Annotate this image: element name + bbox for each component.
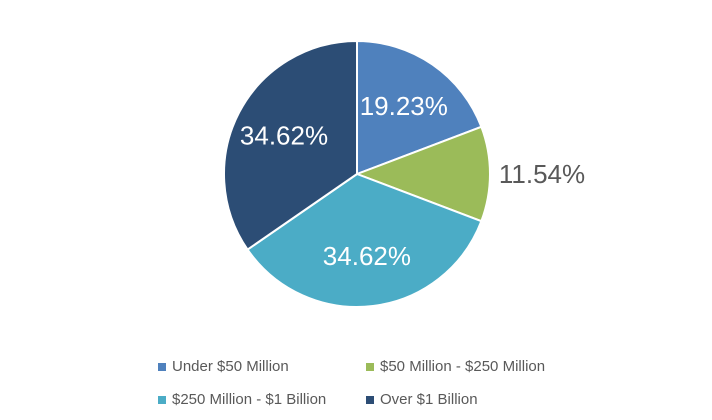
legend-swatch	[158, 362, 166, 371]
legend-label: $50 Million - $250 Million	[380, 358, 546, 375]
legend-item-under-50m: Under $50 Million	[158, 358, 366, 375]
legend-label: $250 Million - $1 Billion	[172, 391, 327, 408]
pie-slice	[246, 173, 483, 308]
data-label: 34.62%	[240, 121, 328, 151]
pie-slices	[223, 40, 491, 308]
legend-item-50m-250m: $50 Million - $250 Million	[366, 358, 646, 375]
legend: Under $50 Million $50 Million - $250 Mil…	[158, 358, 678, 408]
legend-label: Under $50 Million	[172, 358, 289, 375]
legend-item-over-1b: Over $1 Billion	[366, 391, 646, 408]
data-label: 19.23%	[360, 91, 448, 121]
legend-swatch	[366, 362, 374, 371]
legend-item-250m-1b: $250 Million - $1 Billion	[158, 391, 366, 408]
legend-swatch	[366, 395, 374, 404]
pie-slice	[356, 40, 483, 175]
legend-swatch	[158, 395, 166, 404]
pie-slice	[356, 125, 491, 223]
data-label: 11.54%	[499, 159, 585, 189]
pie-data-labels: 19.23% 11.54% 34.62% 34.62%	[240, 91, 585, 271]
legend-label: Over $1 Billion	[380, 391, 478, 408]
pie-slice	[223, 40, 358, 251]
data-label: 34.62%	[323, 241, 411, 271]
